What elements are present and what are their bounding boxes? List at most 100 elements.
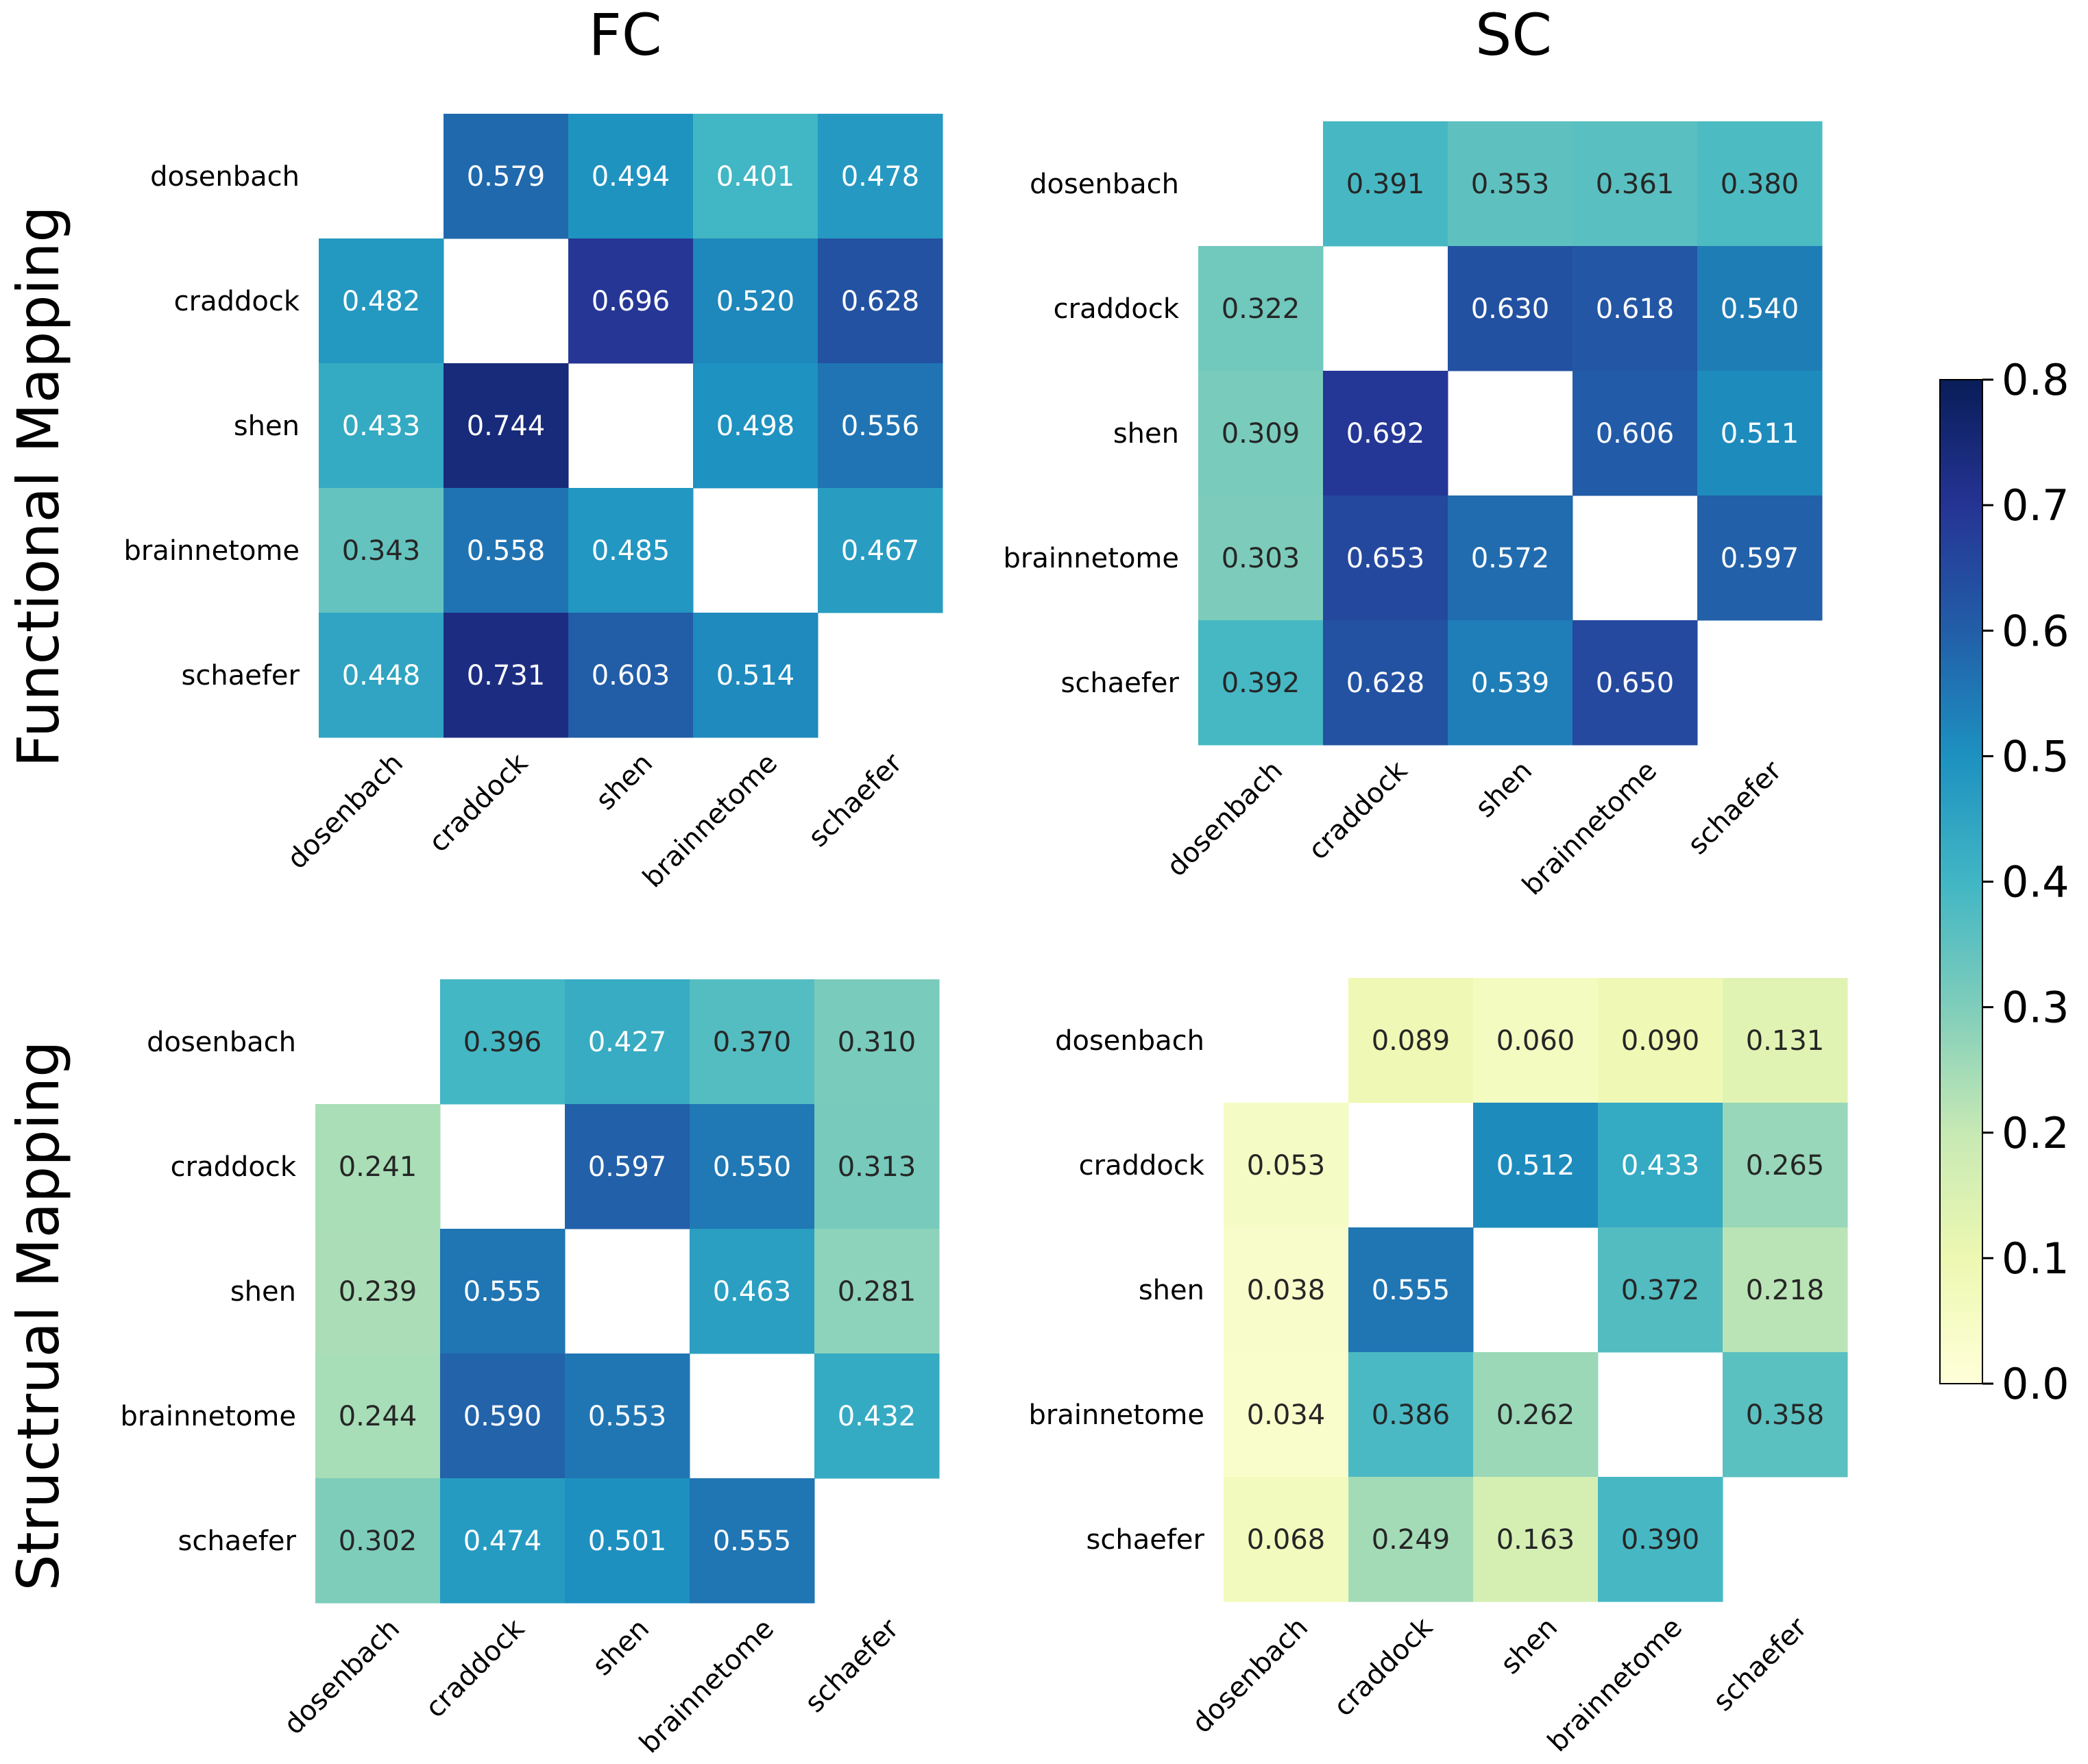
cell-value-label: 0.343 [342, 535, 421, 567]
heatmap-cell [568, 238, 694, 364]
heatmap-cell [690, 1104, 815, 1229]
heatmap-cell [444, 363, 569, 489]
cell-value-label: 0.520 [716, 286, 795, 317]
cell-value-label: 0.241 [339, 1151, 417, 1183]
cell-value-label: 0.556 [841, 411, 920, 442]
cell-value-label: 0.038 [1247, 1275, 1326, 1306]
cell-value-label: 0.558 [467, 535, 546, 567]
heatmap-cell [1473, 1352, 1599, 1478]
col-title-fc: FC [589, 1, 662, 69]
heatmap-cell [1323, 495, 1448, 621]
col-tick-label: shen [1495, 1612, 1564, 1681]
cell-value-label: 0.606 [1596, 418, 1675, 450]
cell-value-label: 0.630 [1471, 293, 1550, 325]
heatmap-cell [565, 1478, 690, 1604]
row-tick-label: shen [1113, 418, 1179, 450]
heatmap-cell [1723, 1227, 1848, 1353]
heatmap-cell [1348, 1477, 1474, 1602]
cell-value-label: 0.494 [592, 161, 670, 193]
heatmap-cell [319, 363, 444, 489]
colorbar-tick-label: 0.2 [2002, 1108, 2069, 1158]
cell-value-label: 0.555 [463, 1276, 542, 1308]
row-tick-label: brainnetome [123, 535, 300, 567]
heatmap-cell [440, 1229, 566, 1354]
heatmap-cell [315, 1229, 441, 1354]
heatmap-cell [1573, 371, 1698, 496]
heatmap-cell [1348, 1352, 1474, 1478]
cell-value-label: 0.512 [1496, 1150, 1575, 1181]
row-tick-label: dosenbach [147, 1027, 296, 1058]
heatmap-cell [1198, 620, 1324, 746]
col-tick-label: brainnetome [1542, 1612, 1688, 1759]
heatmap-cell [1697, 246, 1823, 371]
cell-value-label: 0.322 [1222, 293, 1300, 325]
cell-value-label: 0.218 [1746, 1275, 1825, 1306]
row-tick-label: shen [234, 411, 300, 442]
cell-value-label: 0.540 [1721, 293, 1799, 325]
colorbar-tick-label: 0.8 [2002, 355, 2069, 405]
row-tick-label: schaefer [178, 1526, 297, 1557]
heatmap-cell [818, 114, 943, 239]
cell-value-label: 0.053 [1247, 1150, 1326, 1181]
cell-value-label: 0.579 [467, 161, 546, 193]
colorbar-tick-label: 0.5 [2002, 731, 2069, 781]
heatmap-cell [444, 613, 569, 738]
heatmap-cell [1723, 1352, 1848, 1478]
heatmap-cell [1697, 121, 1823, 247]
cell-value-label: 0.361 [1596, 169, 1675, 200]
heatmap-panel-2: 0.391 0.353 0.361 0.380 0.322 0.630 0.618 0.540… [1003, 121, 1823, 901]
cell-value-label: 0.603 [592, 660, 670, 691]
heatmap-cell [1224, 1227, 1349, 1353]
cell-value-label: 0.744 [467, 411, 546, 442]
cell-value-label: 0.696 [592, 286, 670, 317]
heatmap-cell [818, 488, 943, 613]
heatmap-cell [1323, 371, 1448, 496]
cell-value-label: 0.060 [1496, 1025, 1575, 1057]
cell-value-label: 0.244 [339, 1401, 417, 1432]
cell-value-label: 0.090 [1621, 1025, 1700, 1057]
cell-value-label: 0.731 [467, 660, 546, 691]
heatmap-cell [693, 363, 818, 489]
cell-value-label: 0.478 [841, 161, 920, 193]
col-tick-label: brainnetome [637, 748, 784, 894]
heatmap-cell [568, 114, 694, 239]
cell-value-label: 0.467 [841, 535, 920, 567]
heatmap-cell [1598, 1103, 1723, 1228]
row-tick-label: dosenbach [1055, 1025, 1204, 1057]
colorbar-tick-label: 0.7 [2002, 480, 2069, 530]
cell-value-label: 0.249 [1372, 1524, 1450, 1556]
heatmap-cell [1448, 620, 1573, 746]
colorbar: 0.0 0.1 0.2 0.3 0.4 0.5 0.6 0.7 0.8 [1939, 355, 2069, 1409]
heatmap-cell [1323, 121, 1448, 247]
heatmap-cell [814, 1229, 940, 1354]
heatmap-cell [1573, 620, 1698, 746]
heatmap-cell [315, 1353, 441, 1479]
heatmap-panel-4: 0.089 0.060 0.090 0.131 0.053 0.512 0.433 0.265… [1028, 978, 1848, 1759]
cell-value-label: 0.482 [342, 286, 421, 317]
cell-value-label: 0.313 [838, 1151, 916, 1183]
row-title-functional: Functional Mapping [5, 206, 72, 767]
heatmap-cell [1198, 495, 1324, 621]
cell-value-label: 0.163 [1496, 1524, 1575, 1556]
col-tick-label: shen [1470, 755, 1539, 824]
heatmap-cell [1448, 121, 1573, 247]
cell-value-label: 0.433 [1621, 1150, 1700, 1181]
cell-value-label: 0.302 [339, 1526, 417, 1557]
colorbar-ticks: 0.0 0.1 0.2 0.3 0.4 0.5 0.6 0.7 0.8 [1982, 355, 2069, 1409]
row-tick-label: craddock [1054, 293, 1180, 325]
heatmap-cell [1224, 1477, 1349, 1602]
cell-value-label: 0.485 [592, 535, 670, 567]
heatmap-cell [568, 613, 694, 738]
cell-value-label: 0.511 [1721, 418, 1799, 450]
cell-value-label: 0.555 [1372, 1275, 1450, 1306]
heatmap-cell [814, 1104, 940, 1229]
heatmap-cell [693, 613, 818, 738]
heatmap-cell [1723, 978, 1848, 1103]
heatmap-cell [315, 1104, 441, 1229]
cell-value-label: 0.310 [838, 1027, 916, 1058]
cell-value-label: 0.514 [716, 660, 795, 691]
heatmap-cell [1448, 495, 1573, 621]
heatmap-cell [319, 238, 444, 364]
heatmap-panels: 0.579 0.494 0.401 0.478 0.482 0.696 0.520 0.628… [120, 114, 1848, 1759]
heatmap-cell [1224, 1103, 1349, 1228]
